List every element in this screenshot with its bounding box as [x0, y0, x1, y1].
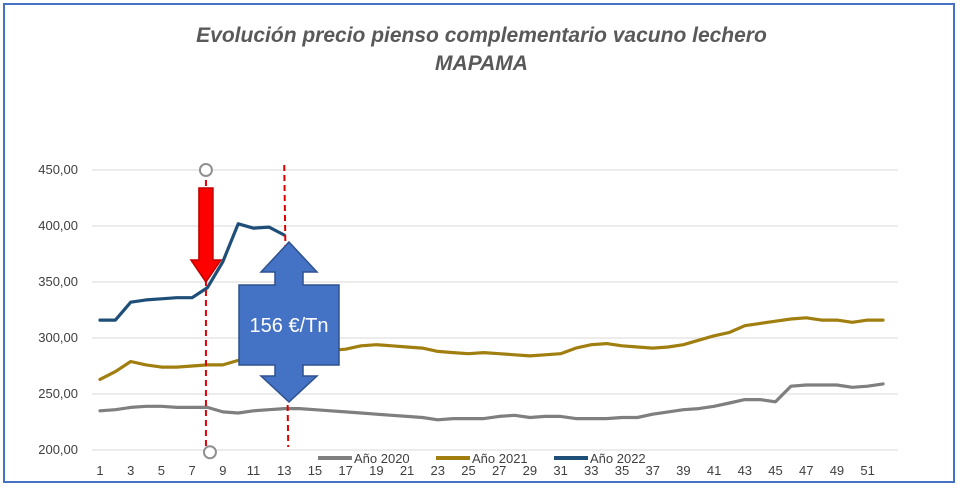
price-difference-callout-text: 156 €/Tn	[250, 315, 329, 337]
x-tick-label: 37	[645, 463, 659, 478]
x-tick-label: 15	[308, 463, 322, 478]
annotations: 156 €/Tn	[189, 163, 340, 460]
marker-circle-top	[198, 163, 213, 177]
x-tick-label: 27	[492, 463, 506, 478]
x-tick-label: 3	[127, 463, 134, 478]
x-tick-label: 13	[277, 463, 291, 478]
series-line-2	[98, 316, 885, 381]
chart-subtitle: MAPAMA	[435, 52, 528, 75]
marker-circle-bottom	[202, 445, 217, 460]
x-tick-label: 41	[707, 463, 721, 478]
x-tick-label: 21	[400, 463, 414, 478]
series-line-1	[98, 382, 885, 422]
y-tick-label: 300,00	[38, 330, 78, 345]
x-tick-label: 35	[615, 463, 629, 478]
x-tick-label: 7	[189, 463, 196, 478]
red-down-arrow	[189, 187, 223, 284]
x-tick-label: 1	[96, 463, 103, 478]
x-tick-label: 29	[523, 463, 537, 478]
y-tick-label: 350,00	[38, 274, 78, 289]
x-tick-label: 23	[431, 463, 445, 478]
legend: Año 2020 Año 2021 Año 2022	[318, 451, 646, 466]
legend-label-2: Año 2021	[472, 451, 528, 466]
series-lines	[98, 222, 885, 422]
x-tick-label: 51	[860, 463, 874, 478]
series-line-3	[98, 222, 286, 322]
x-tick-label: 39	[676, 463, 690, 478]
x-tick-label: 33	[584, 463, 598, 478]
legend-label-3: Año 2022	[590, 451, 646, 466]
chart-title: Evolución precio pienso complementario v…	[196, 24, 767, 47]
x-tick-label: 5	[158, 463, 165, 478]
x-tick-label: 19	[369, 463, 383, 478]
y-tick-label: 200,00	[38, 442, 78, 457]
x-tick-label: 25	[461, 463, 475, 478]
x-axis-ticks: 1 3 5 7 9 11 13 15 17 19 21 23 25 27 29 31 33 35 37 39 41 43 4…	[96, 463, 874, 478]
price-difference-callout-arrow	[238, 240, 340, 404]
y-tick-label: 450,00	[38, 162, 78, 177]
legend-label-1: Año 2020	[354, 451, 410, 466]
x-tick-label: 9	[219, 463, 226, 478]
chart-border	[3, 3, 955, 483]
y-tick-label: 400,00	[38, 218, 78, 233]
y-tick-label: 250,00	[38, 386, 78, 401]
x-tick-label: 17	[338, 463, 352, 478]
x-tick-label: 45	[768, 463, 782, 478]
x-tick-label: 11	[247, 463, 261, 478]
y-axis-ticks: 200,00 250,00 300,00 350,00 400,00 450,00	[38, 162, 78, 457]
x-tick-label: 49	[830, 463, 844, 478]
x-tick-label: 47	[799, 463, 813, 478]
gridlines	[92, 169, 898, 451]
x-tick-label: 43	[738, 463, 752, 478]
x-tick-label: 31	[553, 463, 567, 478]
